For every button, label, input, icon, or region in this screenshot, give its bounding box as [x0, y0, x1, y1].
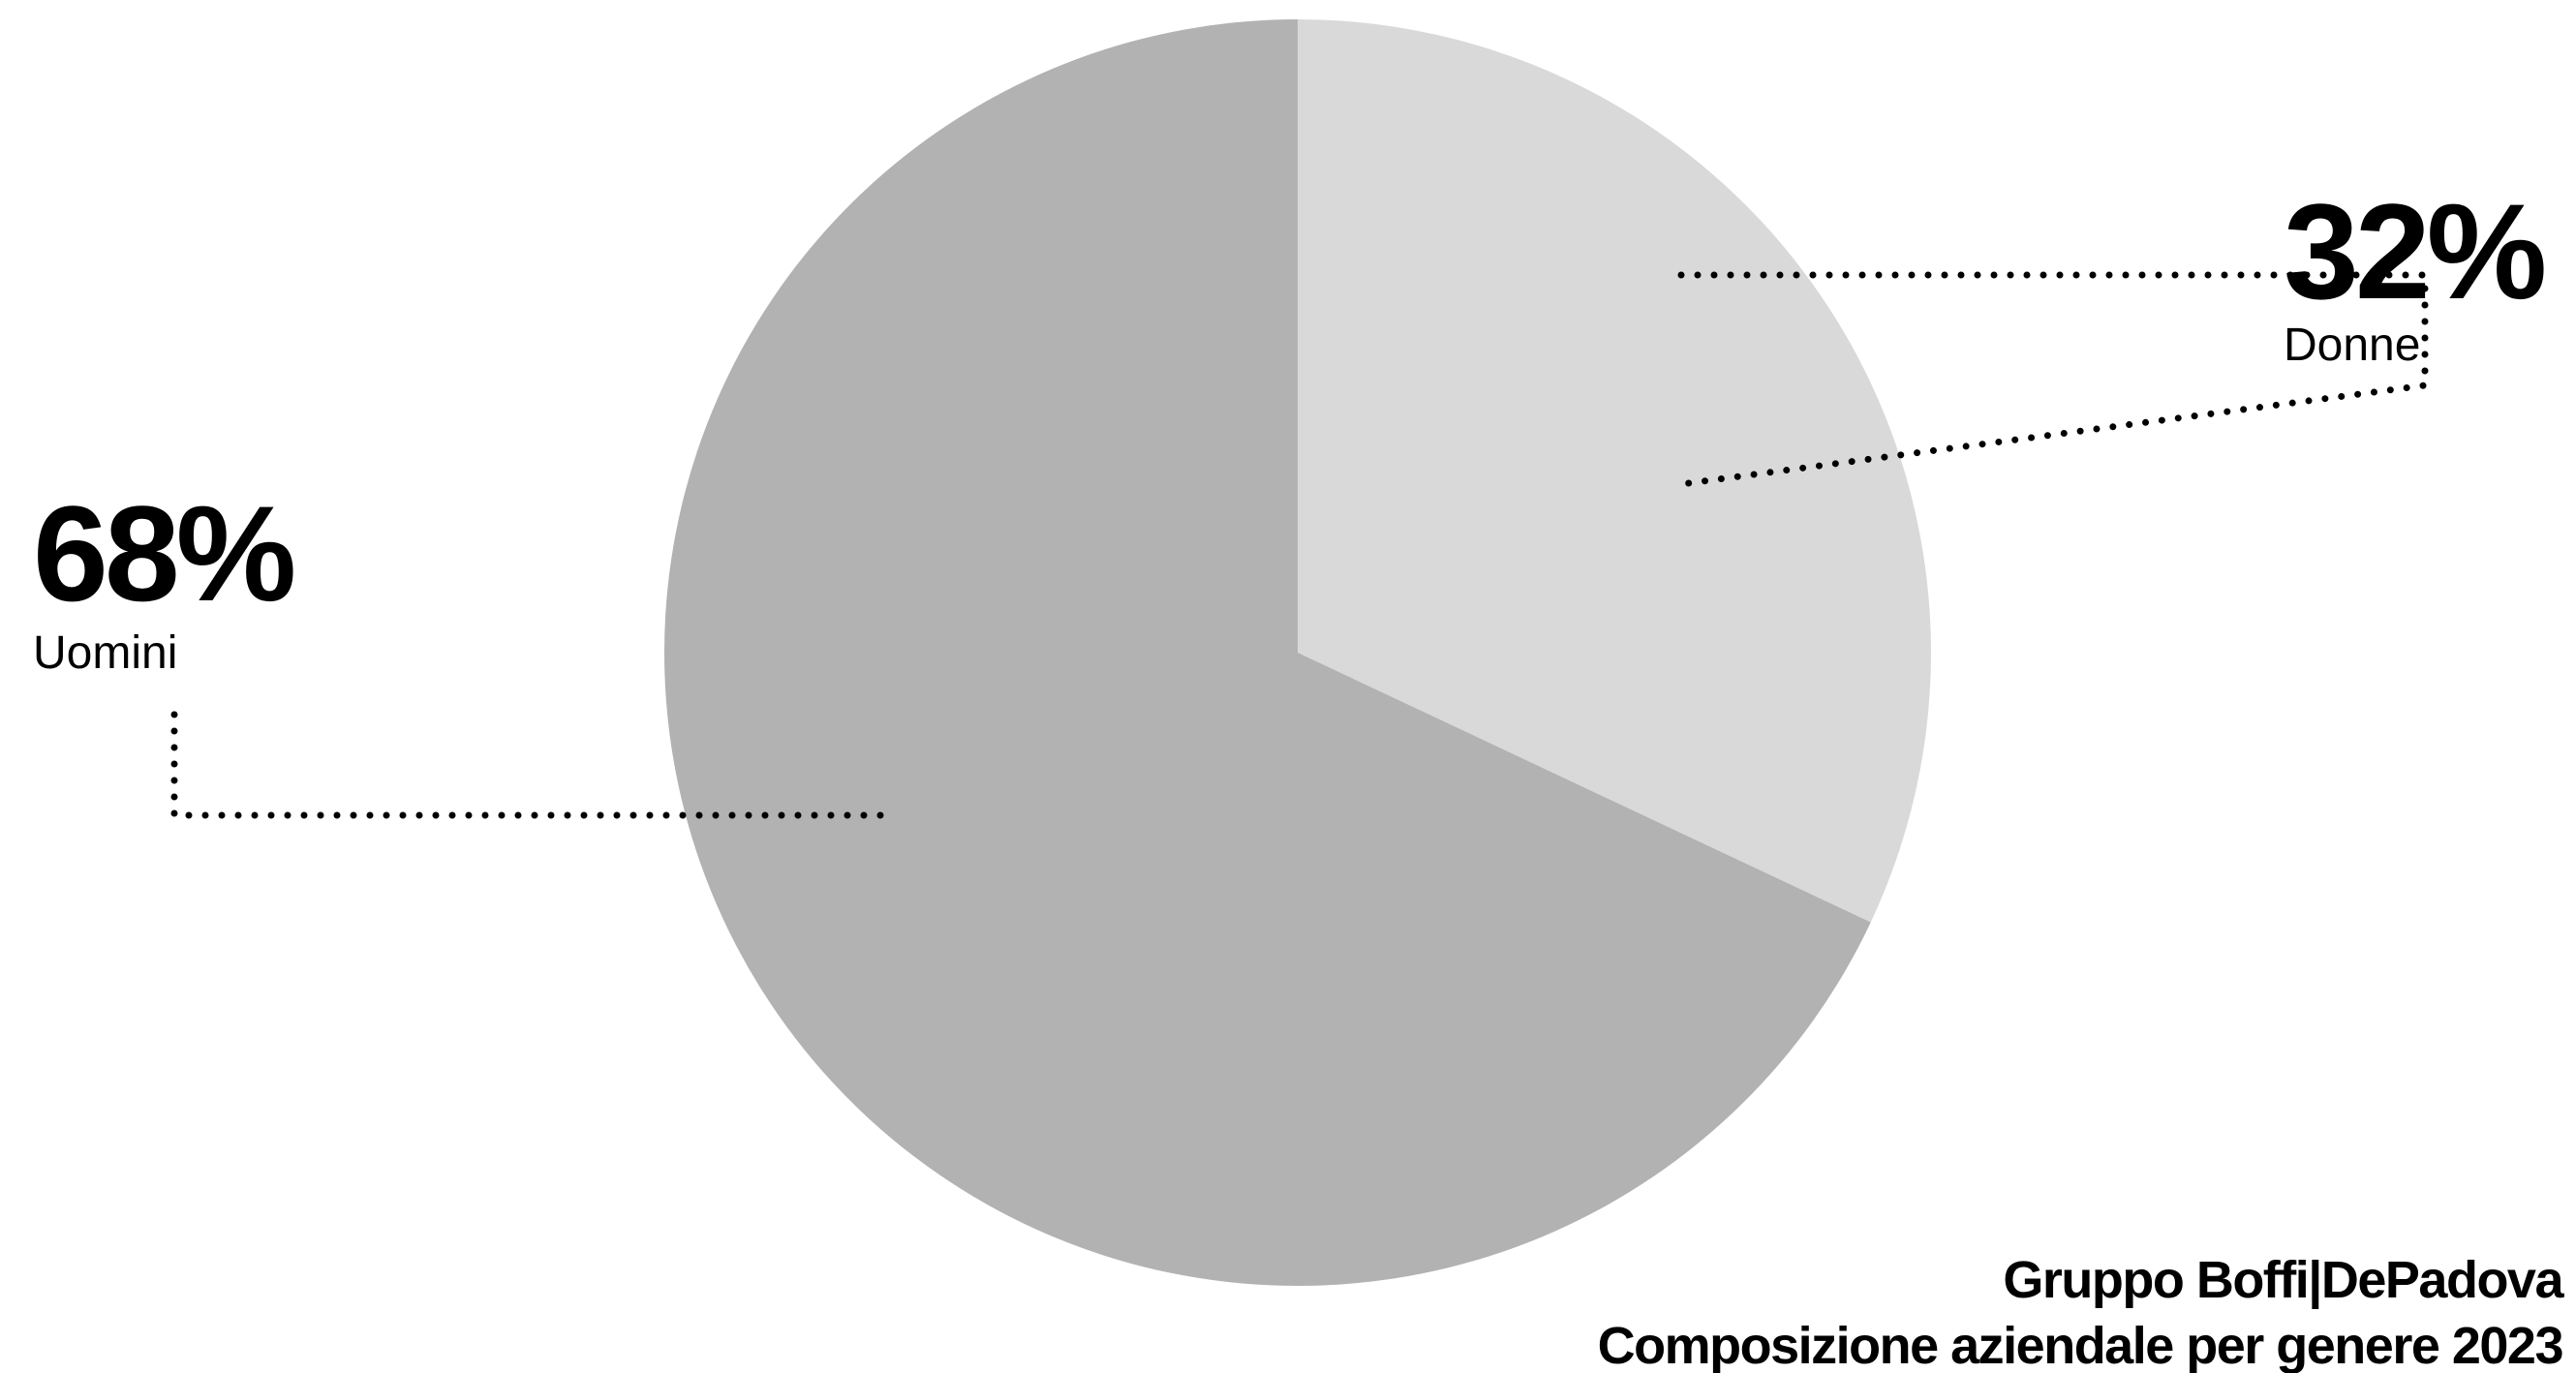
value-label-uomini: 68% — [33, 477, 293, 629]
chart-subtitle: Composizione aziendale per genere 2023 — [1598, 1317, 2563, 1373]
pie-slices — [664, 19, 1932, 1286]
pie-slice-uomini — [664, 19, 1871, 1286]
category-label-uomini: Uomini — [33, 627, 177, 679]
value-label-donne: 32% — [2284, 175, 2544, 327]
category-label-donne: Donne — [2284, 320, 2420, 371]
leader-line-uomini — [170, 711, 887, 819]
pie-slice-donne — [1298, 19, 1932, 923]
chart-title: Gruppo Boffi|DePadova — [2003, 1251, 2564, 1310]
